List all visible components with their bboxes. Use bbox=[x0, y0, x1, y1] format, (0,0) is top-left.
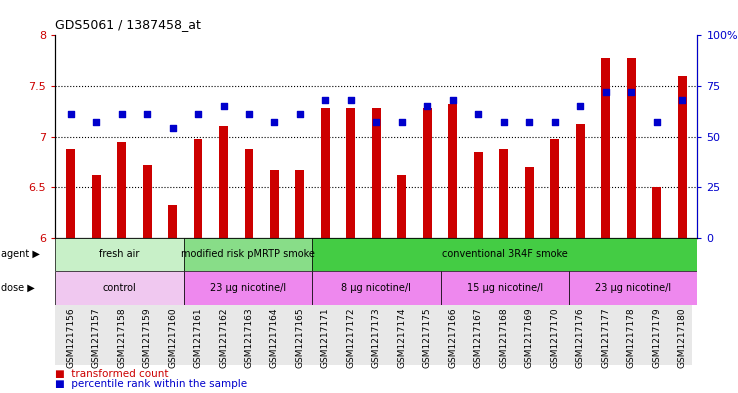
Text: control: control bbox=[103, 283, 137, 293]
Point bbox=[600, 89, 612, 95]
Text: GSM1217171: GSM1217171 bbox=[321, 308, 330, 368]
Bar bbox=[677, 76, 686, 238]
Text: fresh air: fresh air bbox=[100, 250, 139, 259]
Bar bbox=[321, 108, 330, 238]
Bar bbox=[312, 238, 697, 271]
Text: GSM1217180: GSM1217180 bbox=[677, 308, 686, 368]
Text: conventional 3R4F smoke: conventional 3R4F smoke bbox=[442, 250, 568, 259]
Text: GSM1217166: GSM1217166 bbox=[448, 308, 458, 368]
Point bbox=[676, 97, 688, 103]
Text: modified risk pMRTP smoke: modified risk pMRTP smoke bbox=[181, 250, 315, 259]
Point bbox=[345, 97, 356, 103]
Text: GSM1217177: GSM1217177 bbox=[601, 308, 610, 368]
Text: GSM1217170: GSM1217170 bbox=[551, 308, 559, 368]
Bar bbox=[652, 187, 661, 238]
Bar bbox=[449, 104, 458, 238]
Point bbox=[549, 119, 561, 125]
Text: GSM1217161: GSM1217161 bbox=[193, 308, 202, 368]
Text: 15 µg nicotine/l: 15 µg nicotine/l bbox=[466, 283, 543, 293]
Text: GSM1217175: GSM1217175 bbox=[423, 308, 432, 368]
Point bbox=[651, 119, 663, 125]
Text: GSM1217159: GSM1217159 bbox=[142, 308, 151, 368]
Bar bbox=[441, 271, 569, 305]
Text: 23 µg nicotine/l: 23 µg nicotine/l bbox=[595, 283, 672, 293]
Bar bbox=[627, 58, 635, 238]
Bar bbox=[474, 152, 483, 238]
Point bbox=[421, 103, 433, 109]
Bar bbox=[312, 271, 441, 305]
Bar bbox=[270, 170, 279, 238]
Bar bbox=[55, 271, 184, 305]
Bar bbox=[168, 206, 177, 238]
Point bbox=[167, 125, 179, 132]
Point bbox=[243, 111, 255, 118]
Text: GSM1217174: GSM1217174 bbox=[397, 308, 407, 368]
Bar bbox=[569, 271, 697, 305]
Text: GSM1217176: GSM1217176 bbox=[576, 308, 584, 368]
Bar bbox=[219, 127, 228, 238]
Bar bbox=[525, 167, 534, 238]
Bar bbox=[66, 149, 75, 238]
Text: ■  transformed count: ■ transformed count bbox=[55, 369, 169, 379]
Bar bbox=[295, 170, 304, 238]
Bar bbox=[184, 238, 312, 271]
Point bbox=[523, 119, 535, 125]
Point bbox=[625, 89, 637, 95]
Point bbox=[370, 119, 382, 125]
Point bbox=[218, 103, 230, 109]
Bar bbox=[601, 58, 610, 238]
Bar bbox=[142, 165, 151, 238]
Bar bbox=[244, 149, 253, 238]
Point bbox=[141, 111, 153, 118]
Bar bbox=[55, 238, 184, 271]
Bar bbox=[117, 141, 126, 238]
Text: agent ▶: agent ▶ bbox=[1, 250, 41, 259]
Text: GSM1217164: GSM1217164 bbox=[270, 308, 279, 368]
Point bbox=[294, 111, 306, 118]
Point bbox=[574, 103, 586, 109]
Text: 23 µg nicotine/l: 23 µg nicotine/l bbox=[210, 283, 286, 293]
Point bbox=[90, 119, 102, 125]
Point bbox=[447, 97, 459, 103]
Text: GSM1217156: GSM1217156 bbox=[66, 308, 75, 368]
Text: GSM1217168: GSM1217168 bbox=[500, 308, 508, 368]
Text: GSM1217163: GSM1217163 bbox=[244, 308, 253, 368]
Bar bbox=[193, 139, 202, 238]
Bar bbox=[346, 108, 356, 238]
Text: GSM1217165: GSM1217165 bbox=[295, 308, 305, 368]
Point bbox=[472, 111, 484, 118]
Text: dose ▶: dose ▶ bbox=[1, 283, 35, 293]
Text: ■  percentile rank within the sample: ■ percentile rank within the sample bbox=[55, 379, 247, 389]
Point bbox=[320, 97, 331, 103]
Bar bbox=[397, 175, 407, 238]
Point bbox=[269, 119, 280, 125]
Text: 8 µg nicotine/l: 8 µg nicotine/l bbox=[342, 283, 411, 293]
Text: GSM1217167: GSM1217167 bbox=[474, 308, 483, 368]
Text: GSM1217160: GSM1217160 bbox=[168, 308, 177, 368]
Text: GSM1217158: GSM1217158 bbox=[117, 308, 126, 368]
Bar bbox=[184, 271, 312, 305]
Text: GSM1217178: GSM1217178 bbox=[627, 308, 635, 368]
Bar bbox=[423, 108, 432, 238]
Text: GSM1217172: GSM1217172 bbox=[346, 308, 356, 368]
Text: GDS5061 / 1387458_at: GDS5061 / 1387458_at bbox=[55, 18, 201, 31]
Bar bbox=[500, 149, 508, 238]
Text: GSM1217179: GSM1217179 bbox=[652, 308, 661, 368]
Point bbox=[498, 119, 510, 125]
Point bbox=[396, 119, 408, 125]
Bar bbox=[372, 108, 381, 238]
Point bbox=[192, 111, 204, 118]
Bar bbox=[551, 139, 559, 238]
Bar bbox=[92, 175, 100, 238]
Point bbox=[116, 111, 128, 118]
Text: GSM1217173: GSM1217173 bbox=[372, 308, 381, 368]
Bar bbox=[576, 125, 584, 238]
Point bbox=[65, 111, 77, 118]
Text: GSM1217162: GSM1217162 bbox=[219, 308, 228, 368]
Text: GSM1217157: GSM1217157 bbox=[92, 308, 100, 368]
Text: GSM1217169: GSM1217169 bbox=[525, 308, 534, 368]
